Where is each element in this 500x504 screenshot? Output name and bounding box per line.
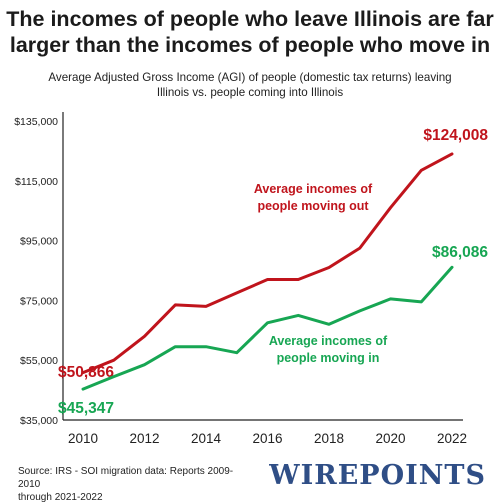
series-end-label: $86,086 — [432, 244, 488, 261]
series-line-1 — [81, 152, 454, 375]
chart-subtitle-line2: Illinois vs. people coming into Illinois — [156, 86, 344, 99]
series-annotation-line1: Average incomes of — [269, 334, 388, 348]
x-tick-label: 2018 — [314, 431, 344, 446]
series-annotation-line2: people moving out — [257, 199, 369, 213]
series-annotation-line1: Average incomes of — [254, 182, 373, 196]
x-tick-label: 2020 — [375, 431, 405, 446]
x-tick-label: 2016 — [252, 431, 282, 446]
y-tick-label: $135,000 — [14, 116, 58, 128]
chart-title: The incomes of people who leave Illinois… — [0, 6, 500, 58]
series-start-label: $45,347 — [58, 400, 114, 417]
y-tick-label: $95,000 — [20, 236, 58, 248]
series-line-2 — [81, 265, 454, 391]
wirepoints-logo: WIREPOINTS — [269, 460, 486, 491]
source-line1: Source: IRS - SOI migration data: Report… — [18, 466, 234, 490]
chart-title-line1: The incomes of people who leave Illinois… — [6, 7, 494, 31]
chart-title-line2: larger than the incomes of people who mo… — [9, 33, 491, 57]
chart-subtitle-line1: Average Adjusted Gross Income (AGI) of p… — [48, 71, 452, 84]
series-end-label: $124,008 — [423, 127, 488, 144]
series-annotation-line2: people moving in — [277, 351, 380, 365]
x-tick-label: 2012 — [129, 431, 159, 446]
y-tick-label: $75,000 — [20, 295, 58, 307]
chart-subtitle: Average Adjusted Gross Income (AGI) of p… — [0, 70, 500, 100]
x-tick-label: 2022 — [437, 431, 467, 446]
series-start-label: $50,866 — [58, 364, 114, 381]
y-tick-label: $55,000 — [20, 355, 58, 367]
y-tick-label: $115,000 — [15, 176, 58, 188]
y-tick-label: $35,000 — [20, 415, 58, 427]
source-note: Source: IRS - SOI migration data: Report… — [18, 465, 248, 504]
source-line2: through 2021-2022 — [18, 492, 103, 503]
x-tick-label: 2014 — [191, 431, 222, 446]
x-tick-label: 2010 — [68, 431, 98, 446]
